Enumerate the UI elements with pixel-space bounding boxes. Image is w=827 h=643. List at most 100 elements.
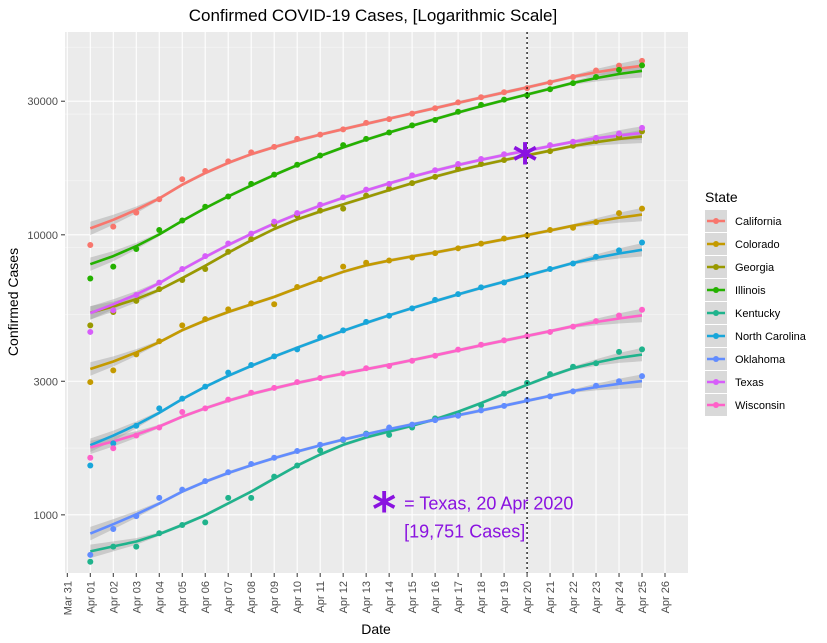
data-point-colorado bbox=[340, 263, 347, 270]
data-point-oklahoma bbox=[110, 526, 117, 533]
data-point-california bbox=[455, 99, 462, 106]
data-point-north-carolina bbox=[570, 260, 577, 267]
data-point-georgia bbox=[478, 161, 485, 168]
data-point-north-carolina bbox=[363, 318, 370, 325]
data-point-colorado bbox=[639, 205, 646, 212]
data-point-kentucky bbox=[87, 558, 94, 565]
data-point-illinois bbox=[156, 227, 163, 234]
data-point-oklahoma bbox=[87, 551, 94, 558]
data-point-oklahoma bbox=[248, 460, 255, 467]
data-point-california bbox=[248, 149, 255, 156]
data-point-oklahoma bbox=[156, 494, 163, 501]
data-point-kentucky bbox=[294, 462, 301, 469]
confidence-band-oklahoma bbox=[90, 374, 643, 541]
data-point-illinois bbox=[340, 142, 347, 149]
data-point-illinois bbox=[133, 245, 140, 252]
y-tick-label: 10000 bbox=[27, 230, 58, 242]
legend-label: Colorado bbox=[735, 239, 780, 251]
data-point-north-carolina bbox=[110, 440, 117, 447]
data-point-north-carolina bbox=[294, 346, 301, 353]
data-point-georgia bbox=[248, 236, 255, 243]
legend-key-point bbox=[713, 356, 719, 362]
chart-title: Confirmed COVID-19 Cases, [Logarithmic S… bbox=[189, 6, 557, 25]
data-point-wisconsin bbox=[501, 337, 508, 344]
data-point-texas bbox=[294, 210, 301, 217]
x-tick-label: Apr 06 bbox=[200, 581, 212, 613]
data-point-illinois bbox=[179, 217, 186, 224]
annotation-asterisk: * bbox=[372, 482, 396, 536]
data-point-california bbox=[547, 79, 554, 86]
y-tick-label: 1000 bbox=[34, 510, 58, 522]
data-point-texas bbox=[570, 138, 577, 145]
data-point-colorado bbox=[271, 301, 278, 308]
data-point-colorado bbox=[110, 367, 117, 374]
data-point-colorado bbox=[593, 219, 600, 226]
data-point-wisconsin bbox=[547, 328, 554, 335]
data-point-north-carolina bbox=[409, 305, 416, 312]
data-point-oklahoma bbox=[225, 469, 232, 476]
annotation-text-line2: [19,751 Cases] bbox=[404, 521, 525, 541]
data-point-oklahoma bbox=[639, 373, 646, 380]
x-axis-title: Date bbox=[361, 621, 391, 637]
data-point-colorado bbox=[202, 316, 209, 323]
data-point-wisconsin bbox=[87, 454, 94, 461]
x-tick-label: Apr 19 bbox=[499, 581, 511, 613]
data-point-kentucky bbox=[593, 360, 600, 367]
data-point-texas bbox=[110, 307, 117, 314]
data-point-oklahoma bbox=[409, 421, 416, 428]
data-point-oklahoma bbox=[524, 397, 531, 404]
data-point-kentucky bbox=[547, 371, 554, 378]
x-tick-label: Apr 07 bbox=[223, 581, 235, 613]
x-tick-label: Apr 26 bbox=[660, 581, 672, 613]
data-point-georgia bbox=[179, 276, 186, 283]
data-point-texas bbox=[455, 161, 462, 168]
data-point-illinois bbox=[294, 161, 301, 168]
x-tick-label: Apr 04 bbox=[154, 581, 166, 613]
y-axis-title: Confirmed Cases bbox=[5, 248, 21, 356]
x-tick-label: Apr 12 bbox=[338, 581, 350, 613]
x-tick-label: Apr 02 bbox=[108, 581, 120, 613]
data-point-kentucky bbox=[133, 543, 140, 550]
data-point-california bbox=[317, 131, 324, 138]
data-point-california bbox=[87, 241, 94, 248]
confidence-band-kentucky bbox=[90, 347, 643, 559]
data-point-california bbox=[294, 135, 301, 142]
data-point-illinois bbox=[455, 108, 462, 115]
data-point-illinois bbox=[110, 263, 117, 270]
data-point-north-carolina bbox=[248, 361, 255, 368]
data-point-wisconsin bbox=[156, 424, 163, 431]
x-tick-label: Apr 20 bbox=[522, 581, 534, 613]
x-tick-label: Mar 31 bbox=[62, 581, 74, 615]
data-point-kentucky bbox=[271, 473, 278, 480]
legend-key-point bbox=[713, 310, 719, 316]
data-point-georgia bbox=[432, 173, 439, 180]
legend-key-point bbox=[713, 264, 719, 270]
data-point-california bbox=[432, 105, 439, 112]
data-point-texas bbox=[133, 291, 140, 298]
data-point-california bbox=[570, 74, 577, 81]
data-point-california bbox=[616, 62, 623, 69]
data-point-california bbox=[501, 89, 508, 96]
data-point-georgia bbox=[501, 157, 508, 164]
legend-key-point bbox=[713, 241, 719, 247]
data-point-illinois bbox=[248, 180, 255, 187]
axes: 1000 3000 10000 30000 Mar 31 Apr 01 Apr 02 Apr … bbox=[27, 96, 672, 615]
data-point-north-carolina bbox=[271, 353, 278, 360]
data-point-illinois bbox=[570, 80, 577, 87]
legend-label: California bbox=[735, 216, 782, 228]
data-point-california bbox=[271, 143, 278, 150]
data-point-texas bbox=[639, 124, 646, 131]
data-point-colorado bbox=[386, 257, 393, 264]
y-tick-label: 3000 bbox=[34, 376, 58, 388]
data-point-colorado bbox=[248, 300, 255, 307]
x-tick-label: Apr 22 bbox=[568, 581, 580, 613]
data-point-north-carolina bbox=[616, 247, 623, 254]
x-tick-label: Apr 09 bbox=[269, 581, 281, 613]
data-point-north-carolina bbox=[202, 383, 209, 390]
data-point-wisconsin bbox=[248, 389, 255, 396]
data-point-georgia bbox=[317, 207, 324, 214]
data-point-california bbox=[478, 94, 485, 101]
x-tick-label: Apr 10 bbox=[292, 581, 304, 613]
data-point-texas bbox=[409, 172, 416, 179]
